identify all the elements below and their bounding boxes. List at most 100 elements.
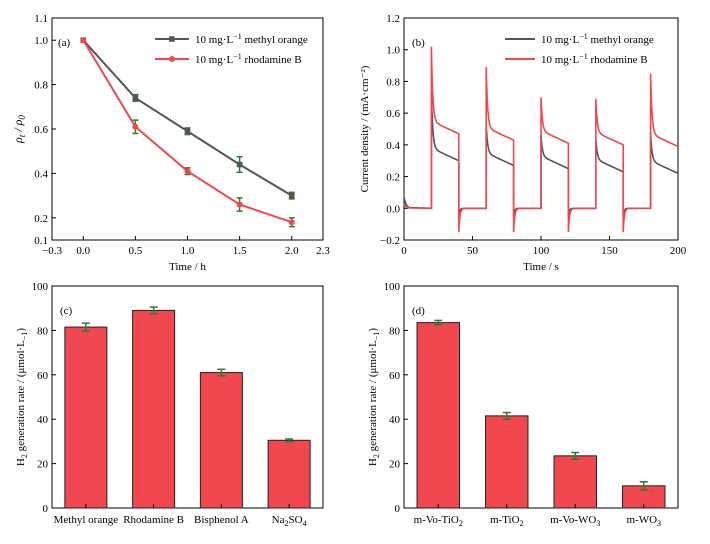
text-part: 2 xyxy=(372,454,381,458)
text-part: −1 xyxy=(372,332,381,341)
text-part: m-Vo-WO xyxy=(550,514,596,526)
plot-frame xyxy=(51,285,324,509)
data-point xyxy=(132,95,139,101)
panel-c-bar-chart: 0 20 40 60 80 100 Methyl orange Rhodamine B Bisp… xyxy=(15,281,324,528)
text-part: Rhodamine B xyxy=(123,514,184,526)
y-tick-label: 100 xyxy=(384,281,401,293)
text-part: Bisphenol A xyxy=(194,514,249,526)
y-tick-label: 40 xyxy=(389,414,401,426)
y-tick-label: 1.2 xyxy=(386,13,400,25)
bar xyxy=(267,439,311,509)
text-part: −1 xyxy=(233,32,242,41)
text-part: 2 xyxy=(459,519,463,528)
text-part: generation rate / (μmol·L xyxy=(367,340,379,454)
y-tick-label: 80 xyxy=(37,325,49,337)
x-tick-label: −0.3 xyxy=(42,245,62,257)
text-part: SO xyxy=(289,514,303,526)
data-point xyxy=(288,192,295,199)
data-point xyxy=(184,128,191,135)
legend-label: 10 mg·L−1 rhodamine B xyxy=(541,52,648,66)
series-line xyxy=(403,46,679,233)
panel-label: (b) xyxy=(412,37,425,49)
data-point xyxy=(80,37,87,44)
y-tick-label: 0.1 xyxy=(34,235,48,247)
category-label: Methyl orange xyxy=(54,514,119,526)
text-part: 3 xyxy=(657,519,661,528)
category-label: Bisphenol A xyxy=(194,514,249,526)
text-part: m-TiO xyxy=(490,514,520,526)
text-part: 2 xyxy=(520,519,524,528)
y-axis-label: ρt / ρ0 xyxy=(11,115,27,144)
y-tick-label: 0.2 xyxy=(386,172,400,184)
text-part: −1 xyxy=(579,32,588,41)
bar xyxy=(553,455,597,509)
text-part: generation rate / (μmol·L xyxy=(15,340,27,454)
y-tick-label: 1.0 xyxy=(34,35,48,47)
panel-a-degradation-chart: 0.1 0.2 0.4 0.6 0.8 1.0 1.1 −0.3 0.0 0.5 1.0 1.5 2.0… xyxy=(11,13,330,273)
x-tick-label: 0.0 xyxy=(76,245,90,257)
text-part: 3 xyxy=(596,519,600,528)
data-point xyxy=(236,161,243,168)
category-label: Rhodamine B xyxy=(123,514,184,526)
category-label: m-WO3 xyxy=(626,514,661,528)
text-part: m-WO xyxy=(626,514,657,526)
y-tick-label: 20 xyxy=(389,459,401,471)
x-tick-label: 2.3 xyxy=(316,245,330,257)
text-part: ρ xyxy=(11,119,25,126)
y-tick-label: 0.6 xyxy=(386,108,400,120)
x-tick-label: 1.0 xyxy=(181,245,195,257)
data-point xyxy=(184,168,191,175)
y-tick-label: 80 xyxy=(389,325,401,337)
y-tick-label: 1.1 xyxy=(34,13,48,25)
text-part: t xyxy=(17,134,27,137)
text-part: ) xyxy=(367,328,379,332)
panel-b-photocurrent-chart: −0.2 0.0 0.2 0.4 0.6 0.8 1.0 1.2 0 50 100 150 200 Tim… xyxy=(359,13,687,273)
data-point xyxy=(132,123,139,130)
y-tick-label: −0.2 xyxy=(380,235,400,247)
text-part: rhodamine B xyxy=(588,54,648,66)
y-tick-label: 0.8 xyxy=(34,80,48,92)
plot-frame xyxy=(403,285,679,509)
text-part: H xyxy=(367,458,379,466)
text-part: H xyxy=(15,458,27,466)
y-tick-label: 1.0 xyxy=(386,45,400,57)
x-tick-label: 200 xyxy=(670,245,687,257)
text-part: ρ xyxy=(11,137,25,144)
text-part: rhodamine B xyxy=(242,54,302,66)
y-tick-label: 0.2 xyxy=(34,213,48,225)
text-part: 2 xyxy=(285,519,289,528)
y-axis-label: H2 generation rate / (μmol·L−1) xyxy=(15,328,29,467)
category-label: m-Vo-WO3 xyxy=(550,514,600,528)
text-part: −1 xyxy=(233,52,242,61)
legend-marker xyxy=(169,56,175,62)
y-tick-label: 0.4 xyxy=(34,168,48,180)
text-part: / xyxy=(11,125,25,134)
x-tick-label: 0 xyxy=(401,245,407,257)
x-tick-label: 100 xyxy=(533,245,550,257)
legend-label: 10 mg·L−1 methyl orange xyxy=(195,32,308,46)
y-tick-label: 40 xyxy=(37,414,49,426)
y-tick-label: 0.0 xyxy=(386,203,400,215)
x-axis-label: Time / h xyxy=(169,261,206,273)
y-axis-label: Current density / (mA·cm⁻²) xyxy=(359,65,371,192)
text-part: 10 mg·L xyxy=(195,34,233,46)
panel-label: (c) xyxy=(60,305,73,317)
bar xyxy=(64,326,108,509)
y-tick-label: 60 xyxy=(389,370,401,382)
legend-marker xyxy=(169,36,175,42)
y-axis-label: H2 generation rate / (μmol·L−1) xyxy=(367,328,381,467)
bar xyxy=(416,322,460,509)
x-axis-label: Time / s xyxy=(523,261,559,273)
text-part: 10 mg·L xyxy=(195,54,233,66)
text-part: 10 mg·L xyxy=(541,54,579,66)
text-part: methyl orange xyxy=(242,34,308,46)
x-tick-label: 2.0 xyxy=(285,245,299,257)
legend-label: 10 mg·L−1 methyl orange xyxy=(541,32,654,46)
text-part: 4 xyxy=(303,519,307,528)
y-tick-label: 20 xyxy=(37,459,49,471)
x-tick-label: 1.5 xyxy=(233,245,247,257)
y-tick-label: 100 xyxy=(32,281,49,293)
data-point xyxy=(288,219,295,226)
